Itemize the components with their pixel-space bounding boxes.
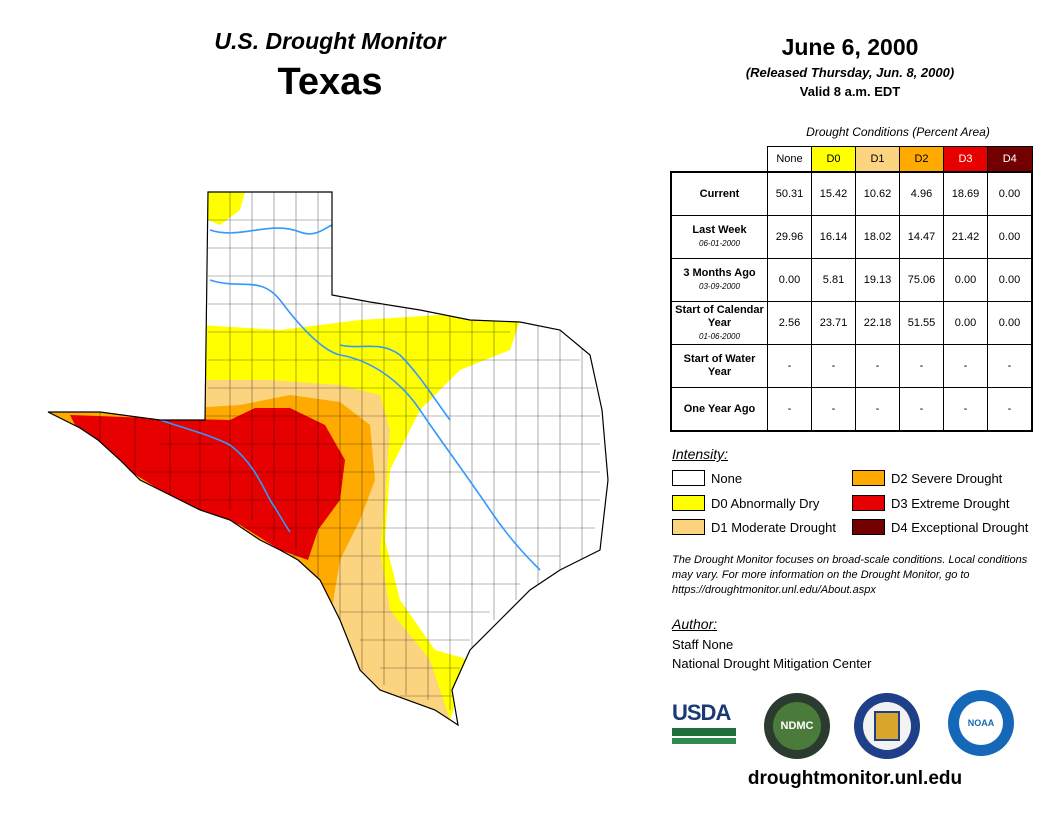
- map-date: June 6, 2000: [781, 34, 919, 60]
- legend-item-none: None: [672, 470, 742, 486]
- doc-seal-logo: [854, 693, 920, 759]
- state-title: Texas: [277, 61, 383, 103]
- ndmc-logo: NDMC: [764, 693, 830, 759]
- row-label: Start of Calendar Year 01-06-2000: [670, 301, 768, 345]
- swatch-d1: [672, 519, 705, 535]
- legend-item-d4: D4 Exceptional Drought: [852, 519, 1028, 535]
- col-d4: D4: [987, 146, 1033, 173]
- disclaimer-note: The Drought Monitor focuses on broad-sca…: [672, 554, 1028, 596]
- swatch-d3: [852, 495, 885, 511]
- table-row: Start of Calendar Year 01-06-2000 2.56 23…: [670, 301, 1033, 345]
- legend-item-d2: D2 Severe Drought: [852, 470, 1002, 486]
- swatch-none: [672, 470, 705, 486]
- legend-item-d3: D3 Extreme Drought: [852, 495, 1010, 511]
- header-right: June 6, 2000 (Released Thursday, Jun. 8,…: [690, 34, 1010, 99]
- header-left: U.S. Drought Monitor Texas: [130, 28, 530, 104]
- product-title: U.S. Drought Monitor: [214, 28, 446, 54]
- texas-drought-map: [47, 191, 609, 727]
- state-outline: [47, 191, 609, 727]
- table-row: Last Week 06-01-2000 29.96 16.14 18.02 14…: [670, 215, 1033, 259]
- col-d0: D0: [811, 146, 856, 173]
- author-name: Staff None: [672, 637, 734, 652]
- legend-item-d0: D0 Abnormally Dry: [672, 495, 819, 511]
- rivers: [159, 224, 541, 571]
- zone-d3: [70, 408, 345, 560]
- noaa-logo: NOAA: [948, 690, 1014, 756]
- table-caption: Drought Conditions (Percent Area): [806, 125, 990, 139]
- usda-logo: USDA: [672, 700, 736, 748]
- row-label: 3 Months Ago 03-09-2000: [670, 258, 768, 302]
- row-label: Current: [670, 171, 768, 216]
- col-d3: D3: [943, 146, 988, 173]
- col-none: None: [767, 146, 812, 173]
- legend-title: Intensity:: [672, 446, 729, 462]
- swatch-d0: [672, 495, 705, 511]
- table-row: Current 50.31 15.42 10.62 4.96 18.69 0.0…: [670, 171, 1033, 216]
- row-label: Last Week 06-01-2000: [670, 215, 768, 259]
- row-label: Start of Water Year: [670, 344, 768, 388]
- col-d2: D2: [899, 146, 944, 173]
- swatch-d4: [852, 519, 885, 535]
- table-row: 3 Months Ago 03-09-2000 0.00 5.81 19.13 7…: [670, 258, 1033, 302]
- row-label: One Year Ago: [670, 387, 768, 432]
- author-title: Author:: [672, 616, 718, 632]
- table-header-row: None D0 D1 D2 D3 D4: [671, 146, 1033, 173]
- valid-time: Valid 8 a.m. EDT: [799, 84, 901, 99]
- website-url[interactable]: droughtmonitor.unl.edu: [747, 768, 963, 789]
- drought-stats-table: None D0 D1 D2 D3 D4 Current 50.31 15.42 …: [670, 146, 1033, 432]
- legend-item-d1: D1 Moderate Drought: [672, 519, 836, 535]
- swatch-d2: [852, 470, 885, 486]
- release-date: (Released Thursday, Jun. 8, 2000): [745, 65, 955, 80]
- zone-d0-panhandle: [208, 192, 245, 225]
- col-d1: D1: [855, 146, 900, 173]
- author-org: National Drought Mitigation Center: [672, 656, 872, 671]
- table-row: One Year Ago - - - - - -: [670, 387, 1033, 432]
- table-row: Start of Water Year - - - - - -: [670, 344, 1033, 388]
